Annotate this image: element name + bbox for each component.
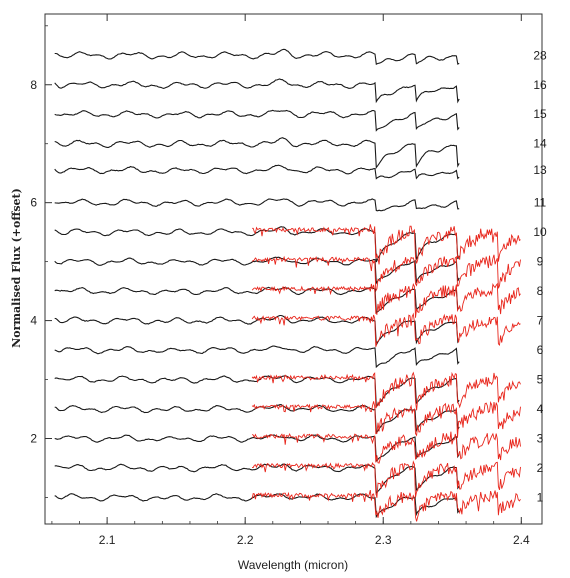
spectrum-label: 8 (537, 284, 544, 298)
y-tick-label: 2 (30, 432, 37, 446)
x-tick-label: 2.2 (237, 533, 254, 547)
model-spectrum-line (54, 493, 460, 519)
spectrum-label: 14 (533, 137, 547, 151)
model-spectrum-line (54, 78, 460, 104)
model-spectrum-line (54, 404, 460, 435)
observed-spectrum-line (251, 400, 521, 438)
spectrum-label: 15 (533, 107, 547, 121)
spectrum-label: 13 (533, 163, 547, 177)
observed-spectrum-line (251, 371, 521, 411)
spectrum-label: 10 (533, 225, 547, 239)
observed-spectrum-line (251, 312, 521, 347)
model-spectrum-line (54, 314, 460, 347)
model-spectrum-line (54, 256, 460, 285)
spectrum-label: 2 (537, 461, 544, 475)
spectrum-label: 1 (537, 491, 544, 505)
observed-spectrum-line (251, 489, 521, 522)
model-spectrum-line (54, 48, 460, 66)
model-spectrum-line (54, 375, 460, 409)
model-spectrum-line (54, 463, 460, 495)
spectrum-label: 5 (537, 373, 544, 387)
observed-spectrum-line (251, 282, 521, 318)
model-spectrum-line (54, 164, 460, 180)
x-tick-label: 2.3 (375, 533, 392, 547)
y-tick-label: 4 (30, 314, 37, 328)
spectrum-label: 11 (534, 196, 547, 210)
model-spectrum-line (54, 286, 460, 314)
y-tick-label: 8 (30, 78, 37, 92)
observed-spectrum-line (251, 254, 521, 293)
spectrum-label: 16 (533, 78, 547, 92)
model-spectrum-line (54, 198, 460, 212)
spectrum-label: 4 (537, 402, 544, 416)
spectrum-label: 7 (537, 314, 544, 328)
x-tick-label: 2.4 (513, 533, 530, 547)
observed-spectrum-line (251, 431, 521, 464)
series-layer (54, 48, 521, 522)
observed-spectrum-line (252, 224, 521, 265)
observed-spectrum-line (252, 460, 521, 498)
x-tick-label: 2.1 (99, 533, 116, 547)
x-axis-title: Wavelength (micron) (238, 558, 348, 572)
y-tick-label: 6 (30, 196, 37, 210)
axis-layer: 2.1 2.2 2.3 2.4 2 4 6 8 (30, 14, 530, 547)
plot-frame (44, 13, 543, 525)
spectrum-label: 28 (533, 48, 547, 62)
spectrum-label: 6 (537, 343, 544, 357)
model-spectrum-line (54, 345, 460, 369)
spectrum-label: 3 (537, 432, 544, 446)
model-spectrum-line (54, 137, 460, 170)
y-axis-title: Normalised Flux (+offset) (10, 188, 23, 348)
model-spectrum-line (54, 109, 460, 132)
row-label-layer: 28 16 15 14 13 11 10 9 8 7 6 5 4 3 2 1 (533, 48, 547, 504)
spectrum-label: 9 (537, 255, 544, 269)
